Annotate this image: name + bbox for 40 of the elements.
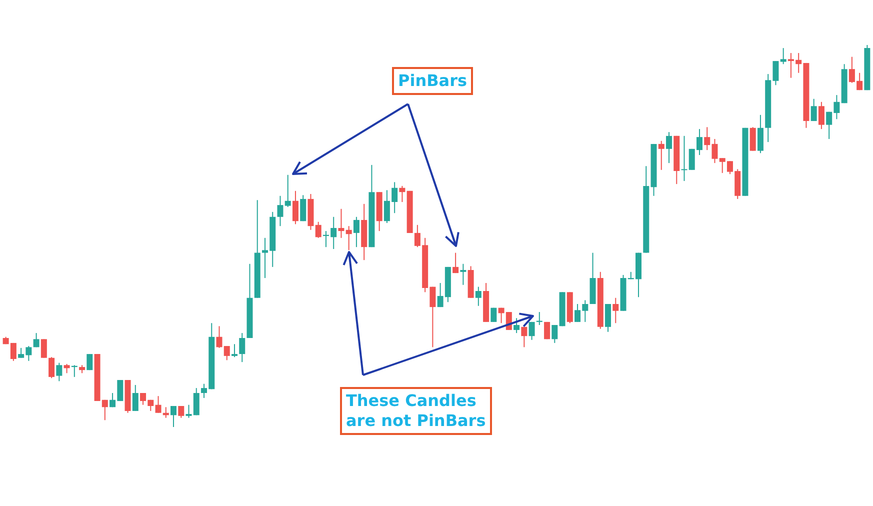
candlestick [666, 132, 672, 164]
candlestick [490, 307, 497, 322]
candlestick [353, 216, 360, 248]
candlestick [170, 405, 177, 428]
annotation: These Candles are not PinBars [340, 387, 492, 435]
candlestick [750, 126, 756, 152]
candlestick [780, 48, 786, 65]
candlestick [399, 185, 406, 202]
candlestick [346, 226, 352, 251]
candlestick [33, 332, 40, 348]
candlestick [40, 338, 47, 358]
candlestick [818, 101, 824, 130]
candlestick [284, 174, 291, 208]
candlestick [338, 208, 344, 238]
candlestick [514, 318, 520, 334]
candlestick [277, 195, 284, 227]
candlestick [48, 356, 55, 379]
candlestick [605, 303, 612, 332]
candlestick [155, 396, 162, 414]
candlestick [757, 114, 764, 154]
candlestick [452, 252, 459, 274]
candlestick [239, 332, 246, 363]
candlestick [475, 286, 482, 306]
candlestick [612, 297, 619, 324]
candlestick [681, 135, 688, 182]
candlestick [300, 194, 306, 222]
candlestick [552, 324, 558, 344]
candlestick [292, 190, 298, 225]
annotation: PinBars [392, 67, 474, 95]
candlestick [56, 362, 62, 382]
candlestick [231, 344, 238, 358]
candlestick [132, 384, 138, 412]
candlestick [64, 363, 70, 374]
candlestick [521, 326, 528, 348]
candlestick [658, 140, 664, 170]
candlestick [528, 321, 535, 340]
candlestick [86, 354, 93, 371]
candlestick [460, 263, 466, 286]
candlestick [315, 221, 322, 238]
candlestick [810, 98, 817, 122]
